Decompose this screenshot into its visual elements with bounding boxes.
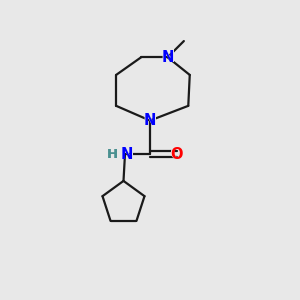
Text: H: H	[107, 148, 118, 161]
Text: N: N	[161, 50, 174, 65]
Text: N: N	[160, 48, 175, 66]
Text: N: N	[121, 147, 133, 162]
Text: H: H	[107, 148, 118, 161]
Text: N: N	[120, 146, 134, 164]
Text: O: O	[169, 146, 184, 164]
Text: H: H	[106, 147, 119, 162]
Text: N: N	[144, 113, 156, 128]
Text: O: O	[170, 147, 183, 162]
Text: N: N	[143, 112, 157, 130]
